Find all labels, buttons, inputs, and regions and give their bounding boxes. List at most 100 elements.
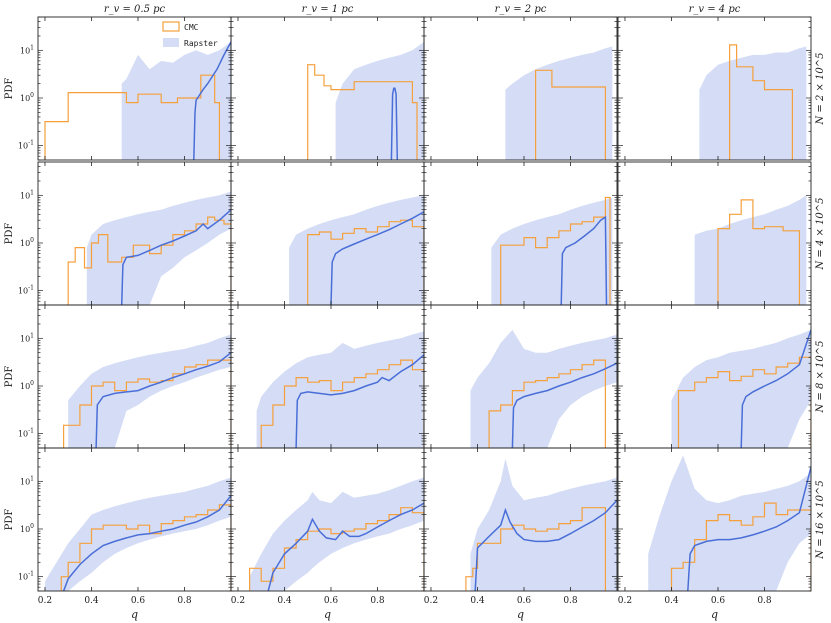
rapster-line (330, 211, 424, 305)
y-tick-label: 100 (20, 523, 34, 534)
rapster-band (470, 458, 617, 591)
panel-r2-c1 (230, 304, 425, 449)
panel-r0-c1 (230, 16, 425, 161)
rapster-band (256, 331, 424, 448)
x-tick-label: 0.4 (84, 596, 99, 606)
rapster-line (95, 352, 231, 448)
panel-r2-c0 (37, 304, 232, 449)
rapster-band (648, 455, 811, 591)
y-tick-label: 101 (20, 44, 34, 55)
row-label: N = 8 × 10^5 (815, 340, 826, 413)
cmc-histogram (307, 219, 424, 305)
legend-swatch-rapster (163, 38, 179, 47)
panel-r0-c0 (37, 16, 232, 161)
rapster-line (62, 495, 231, 591)
x-axis-label: q (324, 608, 331, 621)
legend-label-cmc: CMC (184, 23, 199, 32)
panel-r1-c3 (617, 161, 812, 306)
panel-r1-c0 (37, 161, 232, 306)
y-tick-label: 101 (20, 475, 34, 486)
cmc-histogram (63, 359, 231, 448)
x-tick-label: 0.2 (231, 596, 245, 606)
legend: CMC Rapster (162, 21, 218, 48)
panel-frame (617, 447, 812, 592)
cmc-histogram (729, 44, 793, 160)
column-title: r_v = 2 pc (495, 4, 547, 15)
x-tick-label: 0.4 (664, 596, 679, 606)
rapster-band (289, 195, 424, 305)
labels-layer: 101 100 10-1 101 100 10-1 101 100 10-1 0.2 0.4 0.6 0… (4, 4, 826, 621)
panel-r2-c3 (617, 304, 812, 449)
row-label: N = 2 × 10^5 (815, 52, 826, 125)
rapster-line (390, 87, 399, 160)
rapster-line (120, 209, 231, 305)
x-tick-label: 0.6 (711, 596, 726, 606)
cmc-histogram (535, 69, 606, 160)
x-axis-label: q (131, 608, 138, 621)
x-axis-label: q (711, 608, 718, 621)
row-label: N = 4 × 10^5 (815, 197, 826, 270)
x-tick-label: 0.4 (277, 596, 292, 606)
rapster-band (249, 477, 424, 591)
panel-r1-c1 (230, 161, 425, 306)
rapster-band (699, 46, 807, 160)
legend-swatch-cmc (162, 21, 180, 32)
rapster-band (505, 46, 613, 160)
x-tick-label: 0.8 (177, 596, 192, 606)
x-tick-label: 0.8 (563, 596, 578, 606)
panel-r1-c2 (423, 161, 618, 306)
cmc-histogram (60, 504, 231, 591)
y-tick-label: 100 (20, 237, 34, 248)
rapster-band (68, 334, 231, 448)
rapster-band (470, 329, 617, 448)
x-tick-label: 0.4 (470, 596, 485, 606)
y-tick-label: 10-1 (18, 285, 34, 296)
y-tick-label: 100 (20, 380, 34, 391)
x-tick-label: 0.2 (424, 596, 438, 606)
rapster-line (511, 362, 617, 448)
panel-r3-c1 (230, 447, 425, 592)
cmc-histogram (500, 196, 611, 305)
x-tick-label: 0.2 (38, 596, 52, 606)
x-tick-label: 0.6 (324, 596, 339, 606)
panel-r0-c3 (617, 16, 812, 161)
legend-label-rapster: Rapster (184, 39, 218, 48)
rapster-band (694, 195, 807, 305)
rapster-line (474, 499, 617, 591)
x-tick-label: 0.8 (757, 596, 772, 606)
y-axis-label: PDF (4, 509, 15, 531)
column-title: r_v = 1 pc (302, 4, 354, 15)
rapster-band (335, 41, 424, 160)
cmc-histogram (44, 74, 220, 160)
rapster-line (687, 466, 811, 591)
y-axis-label: PDF (4, 78, 15, 100)
x-axis-label: q (517, 608, 524, 621)
panel-frame (617, 16, 812, 161)
cmc-histogram (677, 356, 811, 448)
y-axis-label: PDF (4, 366, 15, 388)
cmc-histogram (307, 64, 418, 160)
rapster-line (295, 354, 424, 448)
panel-frame (423, 447, 618, 592)
cmc-histogram (260, 359, 424, 448)
rapster-band (86, 191, 231, 305)
rapster-line (560, 215, 608, 305)
cmc-histogram (465, 507, 606, 591)
panel-r3-c0 (37, 447, 232, 592)
y-tick-label: 100 (20, 92, 34, 103)
panel-r2-c2 (423, 304, 618, 449)
y-axis-label: PDF (4, 223, 15, 245)
row-label: N = 16 × 10^5 (815, 480, 826, 559)
x-tick-label: 0.2 (618, 596, 632, 606)
y-tick-label: 10-1 (18, 428, 34, 439)
cmc-histogram (670, 502, 811, 591)
panels-layer (37, 16, 812, 592)
column-title: r_v = 4 pc (689, 4, 741, 15)
panel-frame (423, 16, 618, 161)
cmc-histogram (717, 199, 800, 305)
rapster-band (671, 329, 811, 448)
x-tick-label: 0.8 (370, 596, 385, 606)
cmc-histogram (67, 216, 231, 305)
panel-r3-c3 (617, 447, 812, 592)
